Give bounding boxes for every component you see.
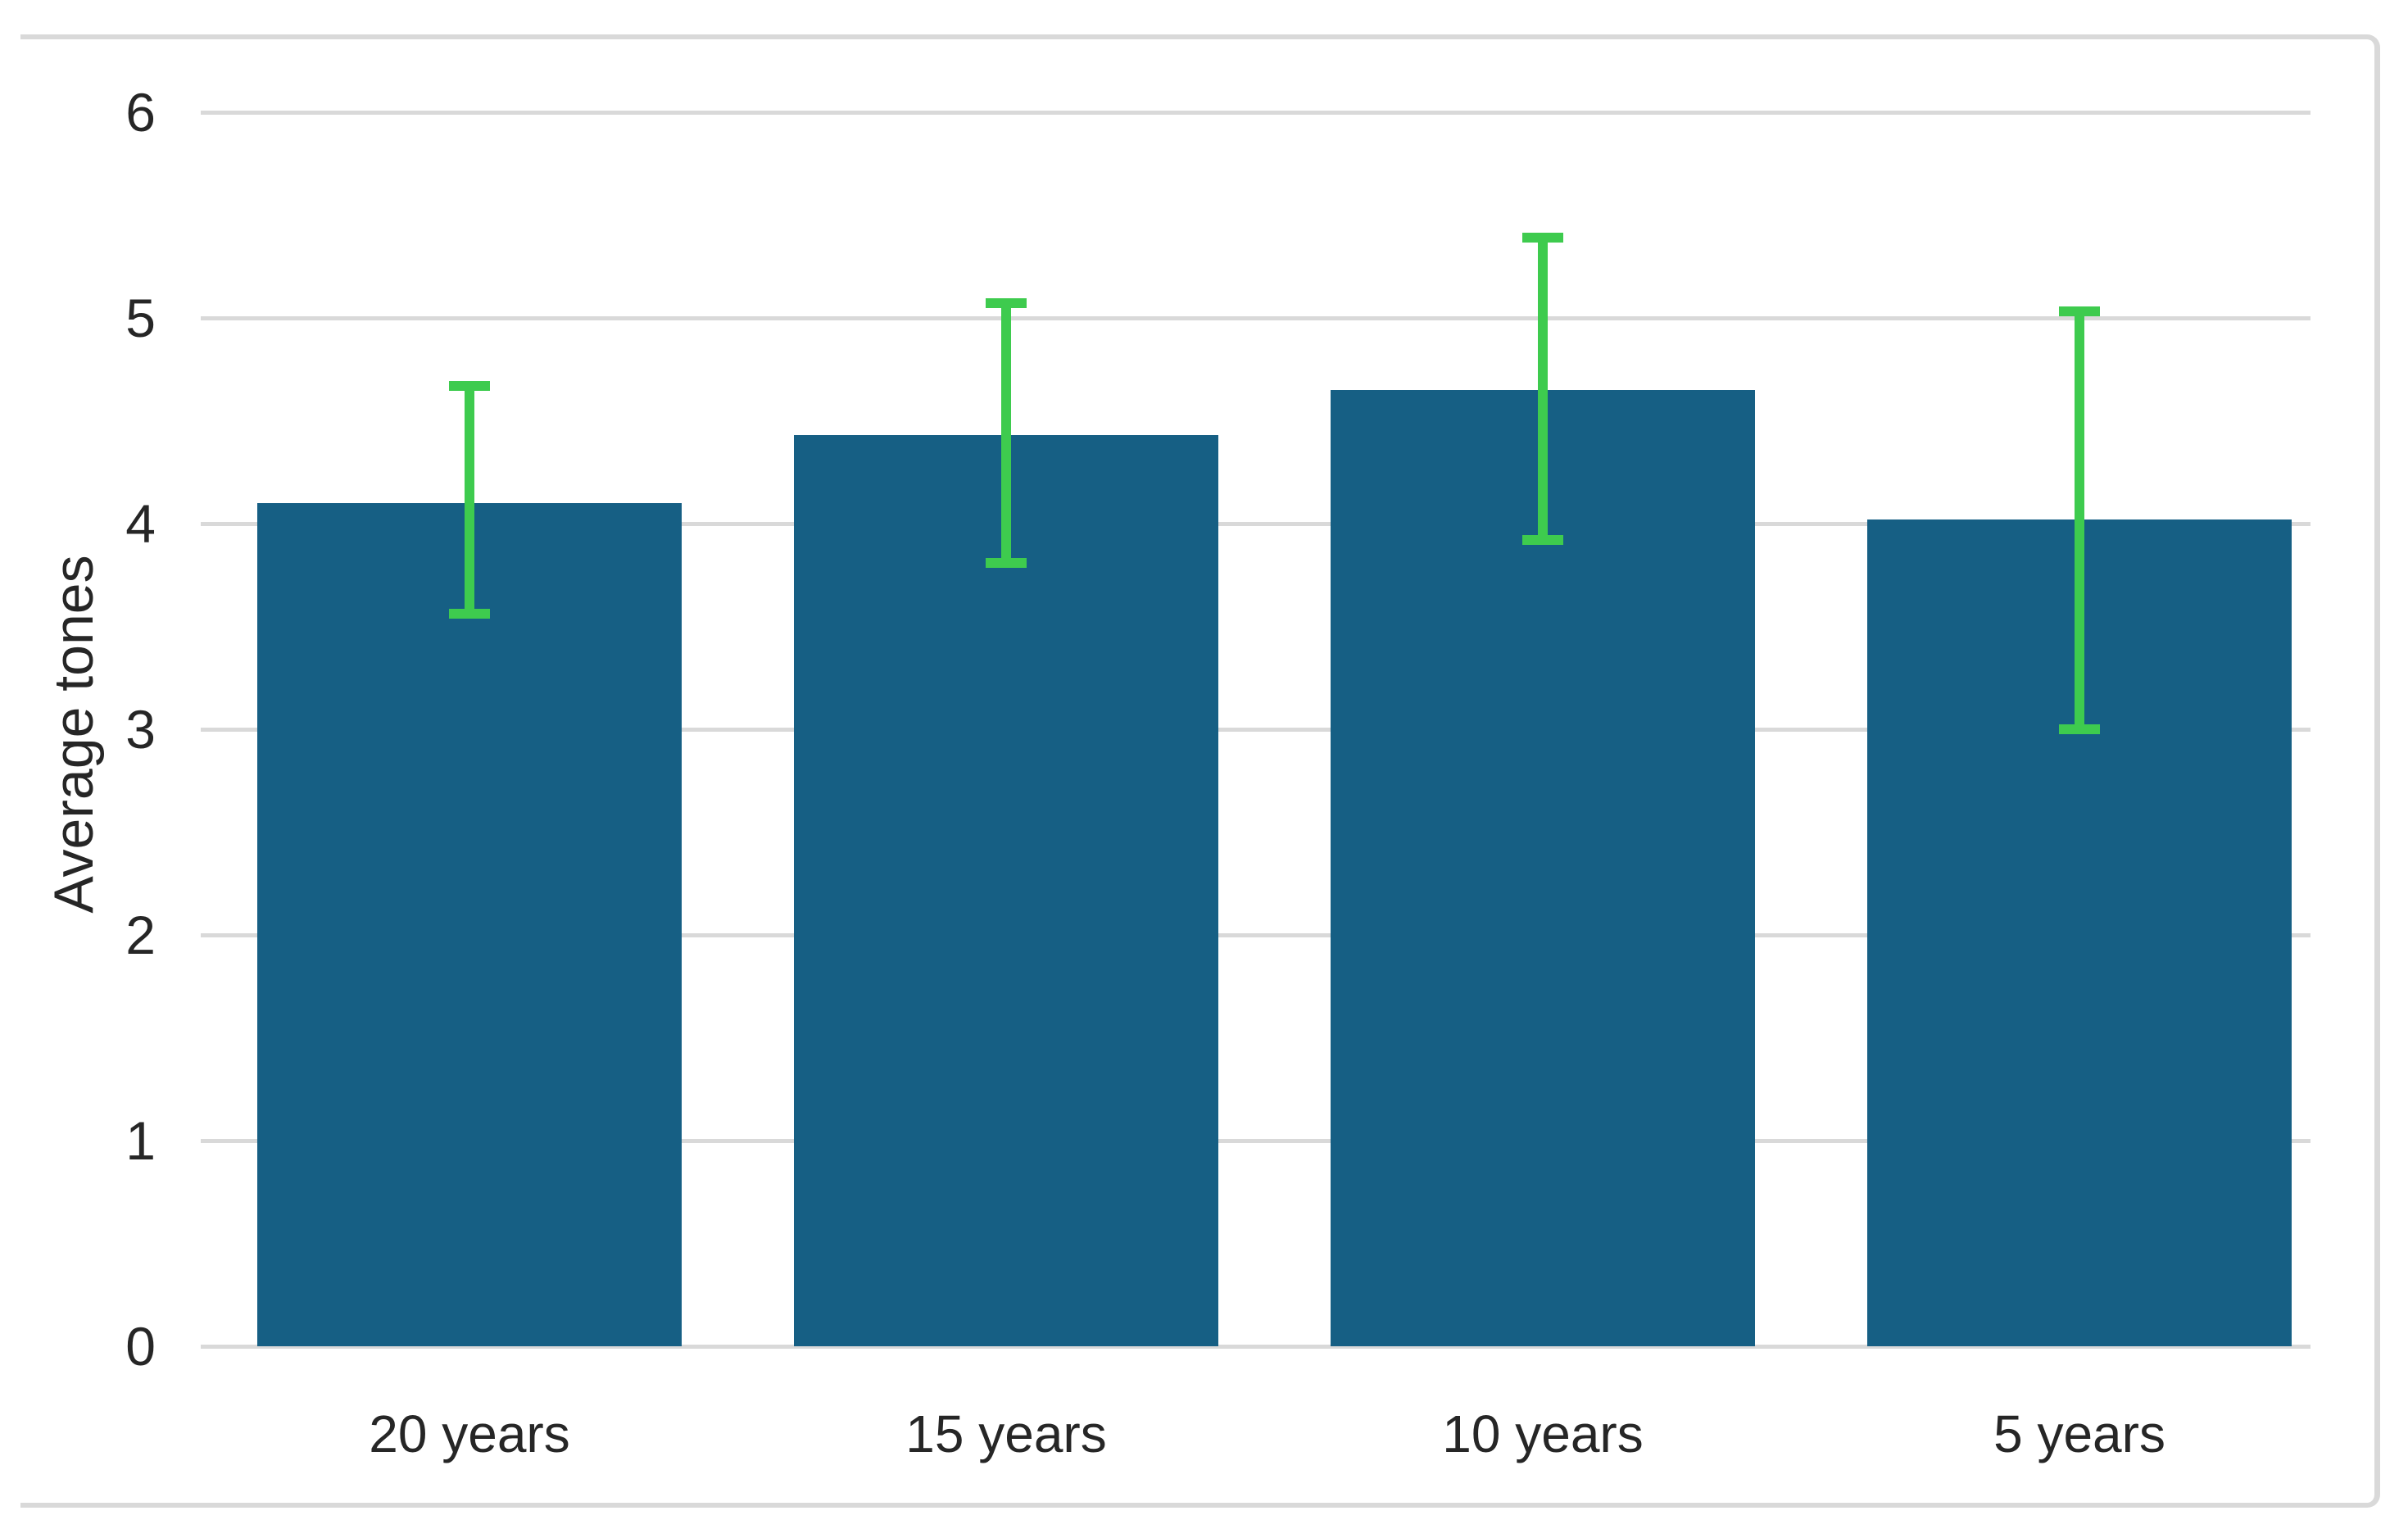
x-axis-label-5-years: 5 years: [1993, 1404, 2165, 1463]
error-bar-line-10-years: [1538, 238, 1548, 541]
x-axis-label-10-years: 10 years: [1442, 1404, 1644, 1463]
gridline: [201, 316, 2311, 320]
y-tick-label: 0: [125, 1316, 156, 1377]
error-bar-cap-top-5-years: [2059, 306, 2100, 317]
error-bar-cap-top-10-years: [1522, 233, 1563, 243]
error-bar-cap-bottom-20-years: [449, 609, 490, 619]
gridline: [201, 1345, 2311, 1349]
y-tick-label: 2: [125, 905, 156, 965]
gridline: [201, 522, 2311, 526]
error-bar-cap-bottom-5-years: [2059, 724, 2100, 734]
error-bar-line-15-years: [1001, 303, 1011, 563]
error-bar-line-20-years: [465, 385, 474, 615]
gridline: [201, 1139, 2311, 1143]
bar-15-years: [794, 435, 1218, 1346]
gridline: [201, 111, 2311, 115]
gridline: [201, 728, 2311, 732]
y-tick-label: 5: [125, 288, 156, 348]
chart-border: [20, 34, 2380, 1508]
error-bar-cap-bottom-15-years: [986, 557, 1027, 568]
y-tick-label: 6: [125, 82, 156, 143]
y-tick-label: 1: [125, 1110, 156, 1171]
gridline: [201, 933, 2311, 937]
x-axis-label-15-years: 15 years: [905, 1404, 1107, 1463]
error-bar-line-5-years: [2075, 311, 2084, 729]
error-bar-cap-top-20-years: [449, 380, 490, 391]
y-tick-label: 4: [125, 493, 156, 554]
error-bar-cap-top-15-years: [986, 298, 1027, 309]
error-bar-cap-bottom-10-years: [1522, 535, 1563, 546]
y-tick-label: 3: [125, 699, 156, 760]
bar-10-years: [1331, 389, 1755, 1346]
x-axis-label-20-years: 20 years: [369, 1404, 570, 1463]
bar-20-years: [257, 502, 682, 1346]
